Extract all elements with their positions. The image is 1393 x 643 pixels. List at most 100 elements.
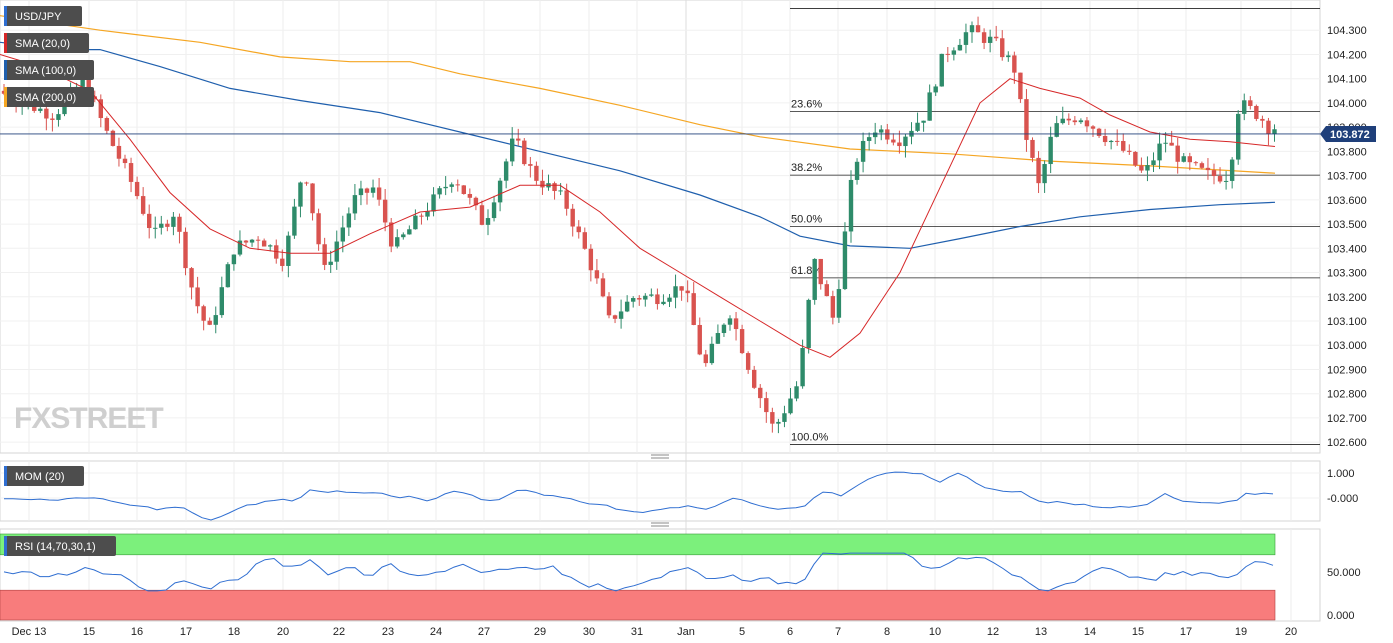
candle-body <box>1012 55 1017 73</box>
candle-body <box>104 118 110 131</box>
x-tick-label: 13 <box>1035 626 1047 638</box>
candle-body <box>764 398 769 413</box>
candle-body <box>110 130 116 146</box>
candle-body <box>370 187 376 193</box>
candle-body <box>830 296 836 318</box>
sma-20-path <box>0 54 1276 358</box>
candle-body <box>231 254 237 265</box>
mom-path <box>4 471 1274 521</box>
x-tick-label: 22 <box>333 626 345 638</box>
candle-body <box>140 196 146 214</box>
y-tick-label: 104.000 <box>1327 98 1367 110</box>
candle-body <box>903 136 908 147</box>
candle-body <box>661 301 666 305</box>
candle-body <box>594 270 600 279</box>
x-tick-label: 29 <box>534 626 546 638</box>
x-tick-label: 10 <box>929 626 941 638</box>
candle-body <box>122 158 128 164</box>
candle-body <box>1048 136 1053 165</box>
x-tick-label: 20 <box>1285 626 1297 638</box>
candle-body <box>479 205 485 225</box>
candle-body <box>449 184 454 187</box>
candle-body <box>237 240 243 255</box>
candle-body <box>770 412 775 424</box>
candle-body <box>134 181 140 197</box>
candle-body <box>649 294 654 296</box>
rsi-resize-handle[interactable] <box>651 522 669 527</box>
y-tick-label: 103.400 <box>1327 243 1367 255</box>
candle-body <box>921 120 926 123</box>
candle-body <box>92 96 97 100</box>
candle-body <box>522 140 527 165</box>
candle-body <box>364 188 370 193</box>
legend-sma-100[interactable]: SMA (100,0) <box>4 60 94 80</box>
candle-body <box>292 206 297 236</box>
candle-body <box>860 140 866 162</box>
y-tick-label: 103.600 <box>1327 195 1367 207</box>
candle-body <box>981 32 987 43</box>
legend-sma-200[interactable]: SMA (200,0) <box>4 87 94 107</box>
candle-body <box>758 387 763 399</box>
candle-body <box>752 369 757 388</box>
candle-body <box>207 320 212 325</box>
candle-body <box>116 145 122 159</box>
candle-body <box>225 264 231 288</box>
candle-body <box>866 137 872 141</box>
x-tick-label: Dec 13 <box>12 626 47 638</box>
legend-rsi[interactable]: RSI (14,70,30,1) <box>4 536 116 556</box>
candle-body <box>848 179 854 232</box>
candle-body <box>643 295 648 300</box>
candle-body <box>879 129 884 133</box>
candle-body <box>631 298 636 302</box>
candle-body <box>788 398 793 414</box>
candle-body <box>1157 143 1162 161</box>
candle-body <box>401 234 406 238</box>
legend-symbol[interactable]: USD/JPY <box>4 6 82 26</box>
candle-body <box>213 315 218 325</box>
mom-resize-handle[interactable] <box>651 454 669 459</box>
x-tick-label: 31 <box>631 626 643 638</box>
candle-body <box>1260 118 1265 121</box>
y-tick-label: 103.200 <box>1327 292 1367 304</box>
x-tick-label: 18 <box>228 626 240 638</box>
candle-body <box>776 421 781 424</box>
candle-body <box>195 287 200 307</box>
y-tick-label: 103.500 <box>1327 219 1367 231</box>
candle-body <box>1217 176 1223 182</box>
candle-body <box>969 25 975 33</box>
candle-body <box>1266 120 1271 134</box>
candle-body <box>1133 151 1138 166</box>
candle-body <box>915 122 920 131</box>
candle-body <box>897 142 902 147</box>
candle-body <box>957 44 963 51</box>
legend-sma-20[interactable]: SMA (20,0) <box>4 33 89 53</box>
candle-body <box>485 218 491 225</box>
candle-body <box>1078 120 1084 123</box>
legend-mom-label: MOM (20) <box>15 471 65 483</box>
candle-body <box>1193 162 1199 164</box>
candle-body <box>1169 142 1174 146</box>
candle-body <box>1139 165 1144 171</box>
candle-body <box>534 165 539 181</box>
fibonacci-retracement: 23.6% 38.2% 50.0% 61.8% 100.0% <box>790 8 1320 445</box>
legend-mom[interactable]: MOM (20) <box>4 466 84 486</box>
candle-body <box>733 318 739 330</box>
candle-body <box>939 53 944 87</box>
candle-body <box>1000 38 1005 58</box>
candle-body <box>679 286 684 291</box>
candle-body <box>994 36 999 39</box>
current-price-tag <box>1320 125 1376 142</box>
candle-body <box>528 164 533 166</box>
rsi-y-tick-label: 0.000 <box>1327 610 1355 622</box>
candle-body <box>322 244 327 265</box>
candle-body <box>812 258 817 300</box>
candle-body <box>382 199 388 223</box>
candle-body <box>395 237 400 247</box>
candle-body <box>1030 139 1035 158</box>
candle-body <box>558 190 563 192</box>
candle-body <box>1090 126 1096 129</box>
candle-body <box>576 226 581 233</box>
candle-body <box>1175 145 1180 162</box>
y-tick-label: 102.700 <box>1327 413 1367 425</box>
